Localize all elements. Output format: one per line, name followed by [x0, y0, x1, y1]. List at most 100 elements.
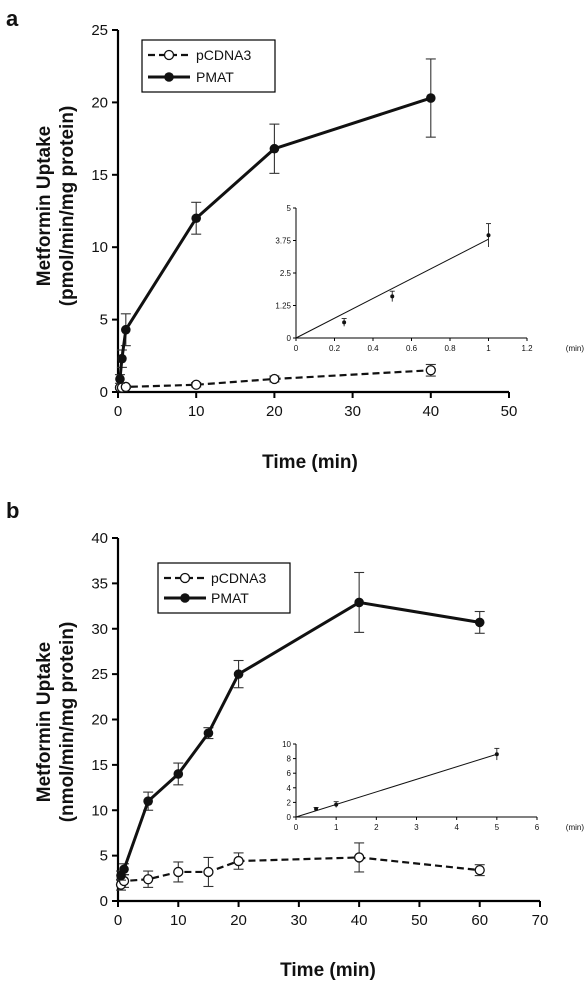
- data-point-pcdna3: [120, 381, 131, 393]
- x-tick-label: 20: [230, 912, 247, 929]
- inset-x-tick-label: 2: [374, 823, 379, 832]
- y-tick-label: 35: [91, 575, 108, 592]
- inset-data-point: [342, 320, 347, 325]
- y-axis-title-line2: (nmol/min/mg protein): [57, 622, 78, 823]
- series-line-pcdna3: [120, 856, 480, 886]
- panel-label: b: [6, 498, 19, 523]
- x-tick-label: 60: [471, 912, 488, 929]
- inset-x-tick-label: 0.6: [406, 344, 418, 353]
- y-tick-label: 40: [91, 530, 108, 547]
- data-point-pcdna3: [269, 373, 280, 385]
- inset-x-tick-label: 3: [414, 823, 419, 832]
- x-tick-label: 30: [291, 912, 308, 929]
- y-tick-label: 5: [100, 312, 108, 329]
- data-point-pmat: [173, 769, 184, 779]
- inset-y-tick-label: 8: [287, 755, 292, 764]
- inset-plot: 0 2 4 6 8 10 0 1 2 3 4 5 6 (min): [282, 740, 584, 832]
- data-point-pmat: [269, 143, 280, 154]
- inset-y-tick-label: 5: [287, 204, 292, 213]
- inset-plot: 0 1.25 2.5 3.75 5 0 0.2 0.4 0.6 0.8 1 1.2 (min): [275, 204, 584, 353]
- data-point-pcdna3: [191, 379, 202, 390]
- y-tick-label: 30: [91, 621, 108, 638]
- inset-y-tick-label: 2.5: [280, 269, 292, 278]
- inset-x-tick-label: 0.4: [367, 344, 379, 353]
- inset-fit-line: [295, 238, 489, 339]
- inset-y-tick-label: 1.25: [275, 302, 291, 311]
- data-point-pmat: [203, 728, 214, 738]
- x-tick-label: 50: [411, 912, 428, 929]
- data-point-pmat: [119, 864, 129, 875]
- y-tick-label: 15: [91, 167, 108, 184]
- data-point-pmat: [191, 213, 201, 224]
- legend-marker-pmat: [180, 593, 190, 603]
- x-tick-label: 20: [266, 403, 283, 420]
- inset-y-tick-label: 3.75: [275, 237, 291, 246]
- series-line-pmat: [119, 600, 480, 877]
- data-point-pmat: [354, 597, 364, 608]
- legend-box: [141, 39, 276, 93]
- y-tick-label: 25: [91, 22, 108, 39]
- x-axis-title: Time (min): [280, 960, 376, 981]
- data-point-pcdna3: [425, 365, 436, 376]
- y-tick-label: 25: [91, 666, 108, 683]
- inset-x-unit: (min): [566, 344, 585, 353]
- y-tick-label: 5: [100, 848, 108, 865]
- data-point-pcdna3: [203, 866, 214, 878]
- y-axis-title-line1: Metformin Uptake: [34, 126, 55, 286]
- legend-label-pcdna3: pCDNA3: [196, 47, 251, 63]
- inset-x-tick-label: 0.8: [444, 344, 456, 353]
- y-axis-title-line1: Metformin Uptake: [34, 642, 55, 802]
- inset-x-tick-label: 6: [535, 823, 540, 832]
- panel-a: a Metformin Uptake (pmol/min/mg protein)…: [6, 6, 584, 473]
- legend-marker-pmat: [164, 72, 174, 82]
- legend-box: [157, 562, 291, 614]
- y-tick-label: 0: [100, 384, 108, 401]
- inset-y-tick-label: 0: [287, 813, 292, 822]
- data-point-pmat: [115, 374, 125, 384]
- legend-marker-pcdna3: [163, 49, 175, 61]
- inset-x-tick-label: 5: [495, 823, 500, 832]
- data-point-pcdna3: [142, 874, 154, 885]
- inset-y-tick-label: 6: [287, 769, 292, 778]
- inset-data-point: [486, 233, 491, 238]
- data-point-pmat: [117, 353, 127, 364]
- inset-data-point: [494, 752, 499, 757]
- x-tick-label: 0: [114, 403, 122, 420]
- x-tick-label: 40: [351, 912, 368, 929]
- x-tick-label: 40: [422, 403, 439, 420]
- y-tick-label: 10: [91, 239, 108, 256]
- x-tick-label: 10: [188, 403, 205, 420]
- inset-x-tick-label: 1: [334, 823, 339, 832]
- panel-b: b Metformin Uptake (nmol/min/mg protein)…: [6, 498, 584, 981]
- legend-label-pmat: PMAT: [211, 590, 249, 606]
- data-point-pcdna3: [233, 855, 244, 867]
- x-tick-label: 70: [532, 912, 549, 929]
- data-point-pcdna3: [474, 864, 485, 876]
- y-tick-label: 10: [91, 802, 108, 819]
- inset-x-tick-label: 1.2: [521, 344, 533, 353]
- inset-data-point: [334, 802, 339, 807]
- inset-y-tick-label: 10: [282, 740, 291, 749]
- inset-y-tick-label: 2: [287, 798, 292, 807]
- data-point-pmat: [143, 796, 153, 806]
- data-point-pcdna3: [173, 866, 184, 878]
- inset-y-tick-label: 0: [287, 334, 292, 343]
- inset-data-point: [390, 294, 395, 299]
- y-tick-label: 0: [100, 893, 108, 910]
- inset-data-point: [314, 806, 319, 811]
- data-point-pmat: [474, 617, 485, 628]
- y-tick-label: 15: [91, 757, 108, 774]
- inset-fit-line: [295, 753, 497, 818]
- inset-x-tick-label: 4: [454, 823, 459, 832]
- data-point-pmat: [426, 93, 436, 103]
- legend-label-pcdna3: pCDNA3: [211, 570, 266, 586]
- legend-marker-pcdna3: [179, 572, 191, 584]
- inset-x-unit: (min): [566, 823, 585, 832]
- inset-x-tick-label: 0: [294, 344, 299, 353]
- inset-x-tick-label: 0.2: [329, 344, 341, 353]
- data-point-pmat: [233, 669, 244, 679]
- legend: pCDNA3 PMAT: [141, 39, 276, 93]
